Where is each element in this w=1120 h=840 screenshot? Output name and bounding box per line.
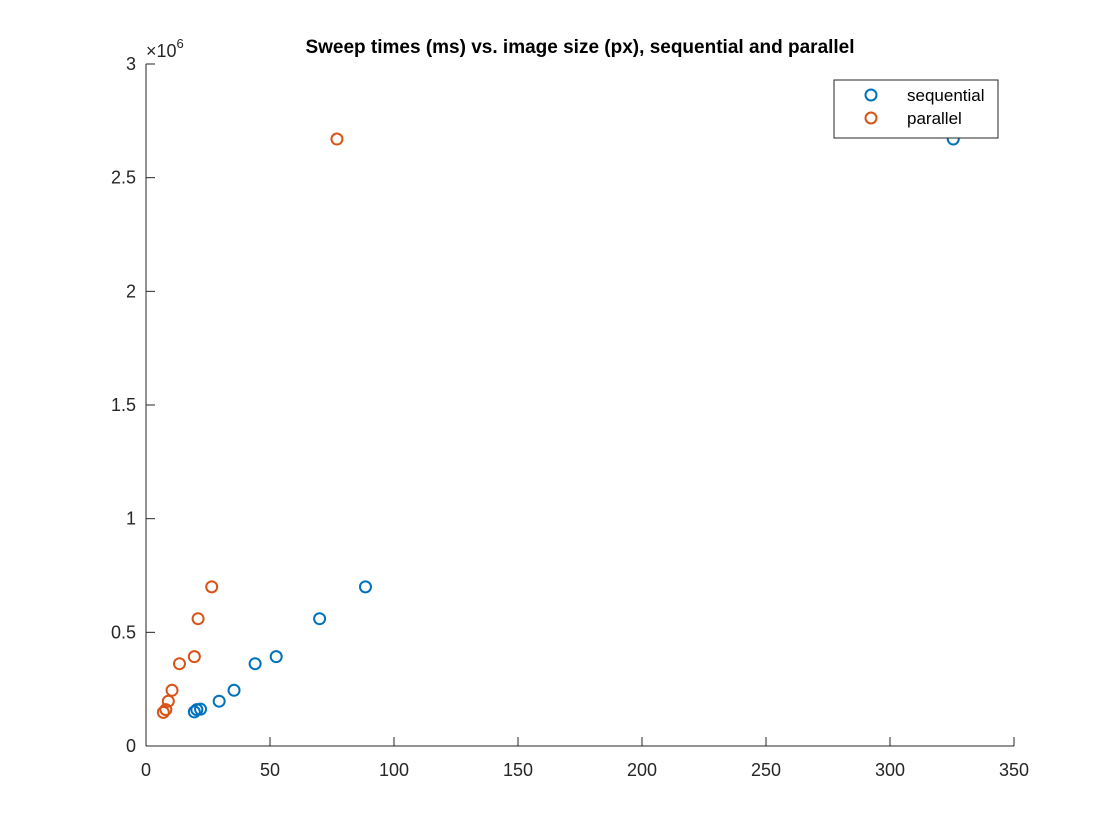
- sequential-point: [313, 612, 327, 626]
- y-tick-label: 1: [126, 509, 136, 529]
- sequential-point: [227, 683, 241, 697]
- parallel-point: [330, 132, 344, 146]
- x-tick-label: 250: [751, 760, 781, 780]
- y-axis-exponent: ×106: [146, 36, 184, 61]
- y-exponent-power: 6: [177, 36, 184, 51]
- legend-label-sequential: sequential: [907, 86, 985, 105]
- parallel-point: [159, 703, 173, 717]
- parallel-point: [172, 657, 186, 671]
- chart-title: Sweep times (ms) vs. image size (px), se…: [305, 37, 854, 58]
- parallel-point: [205, 580, 219, 594]
- x-tick-label: 150: [503, 760, 533, 780]
- legend-marker-sequential: [864, 88, 878, 102]
- x-tick-label: 50: [260, 760, 280, 780]
- x-tick-label: 350: [999, 760, 1029, 780]
- sequential-point: [187, 705, 201, 719]
- legend-items: sequential parallel: [864, 86, 985, 128]
- x-axis-ticks: 0 50 100 150 200 250 300 350: [141, 737, 1029, 780]
- x-tick-label: 100: [379, 760, 409, 780]
- y-tick-label: 3: [126, 54, 136, 74]
- parallel-point: [165, 683, 179, 697]
- y-tick-label: 1.5: [111, 395, 136, 415]
- legend-marker-parallel: [864, 111, 878, 125]
- parallel-point: [191, 612, 205, 626]
- y-exponent-base: ×10: [146, 41, 177, 61]
- y-axis-ticks: 0 0.5 1 1.5 2 2.5 3: [111, 54, 155, 756]
- sequential-point: [194, 702, 208, 716]
- sequential-point: [358, 580, 372, 594]
- sequential-point: [269, 650, 283, 664]
- x-tick-label: 0: [141, 760, 151, 780]
- sequential-point: [212, 694, 226, 708]
- y-tick-label: 2.5: [111, 168, 136, 188]
- parallel-point: [156, 705, 170, 719]
- y-tick-label: 0: [126, 736, 136, 756]
- y-tick-label: 0.5: [111, 622, 136, 642]
- y-tick-label: 2: [126, 281, 136, 301]
- x-tick-label: 200: [627, 760, 657, 780]
- legend: sequential parallel: [833, 79, 999, 139]
- legend-box: [833, 79, 999, 139]
- parallel-point: [187, 650, 201, 664]
- x-tick-label: 300: [875, 760, 905, 780]
- parallel-point: [161, 694, 175, 708]
- legend-label-parallel: parallel: [907, 109, 962, 128]
- data-points: [156, 132, 960, 719]
- sequential-point: [248, 657, 262, 671]
